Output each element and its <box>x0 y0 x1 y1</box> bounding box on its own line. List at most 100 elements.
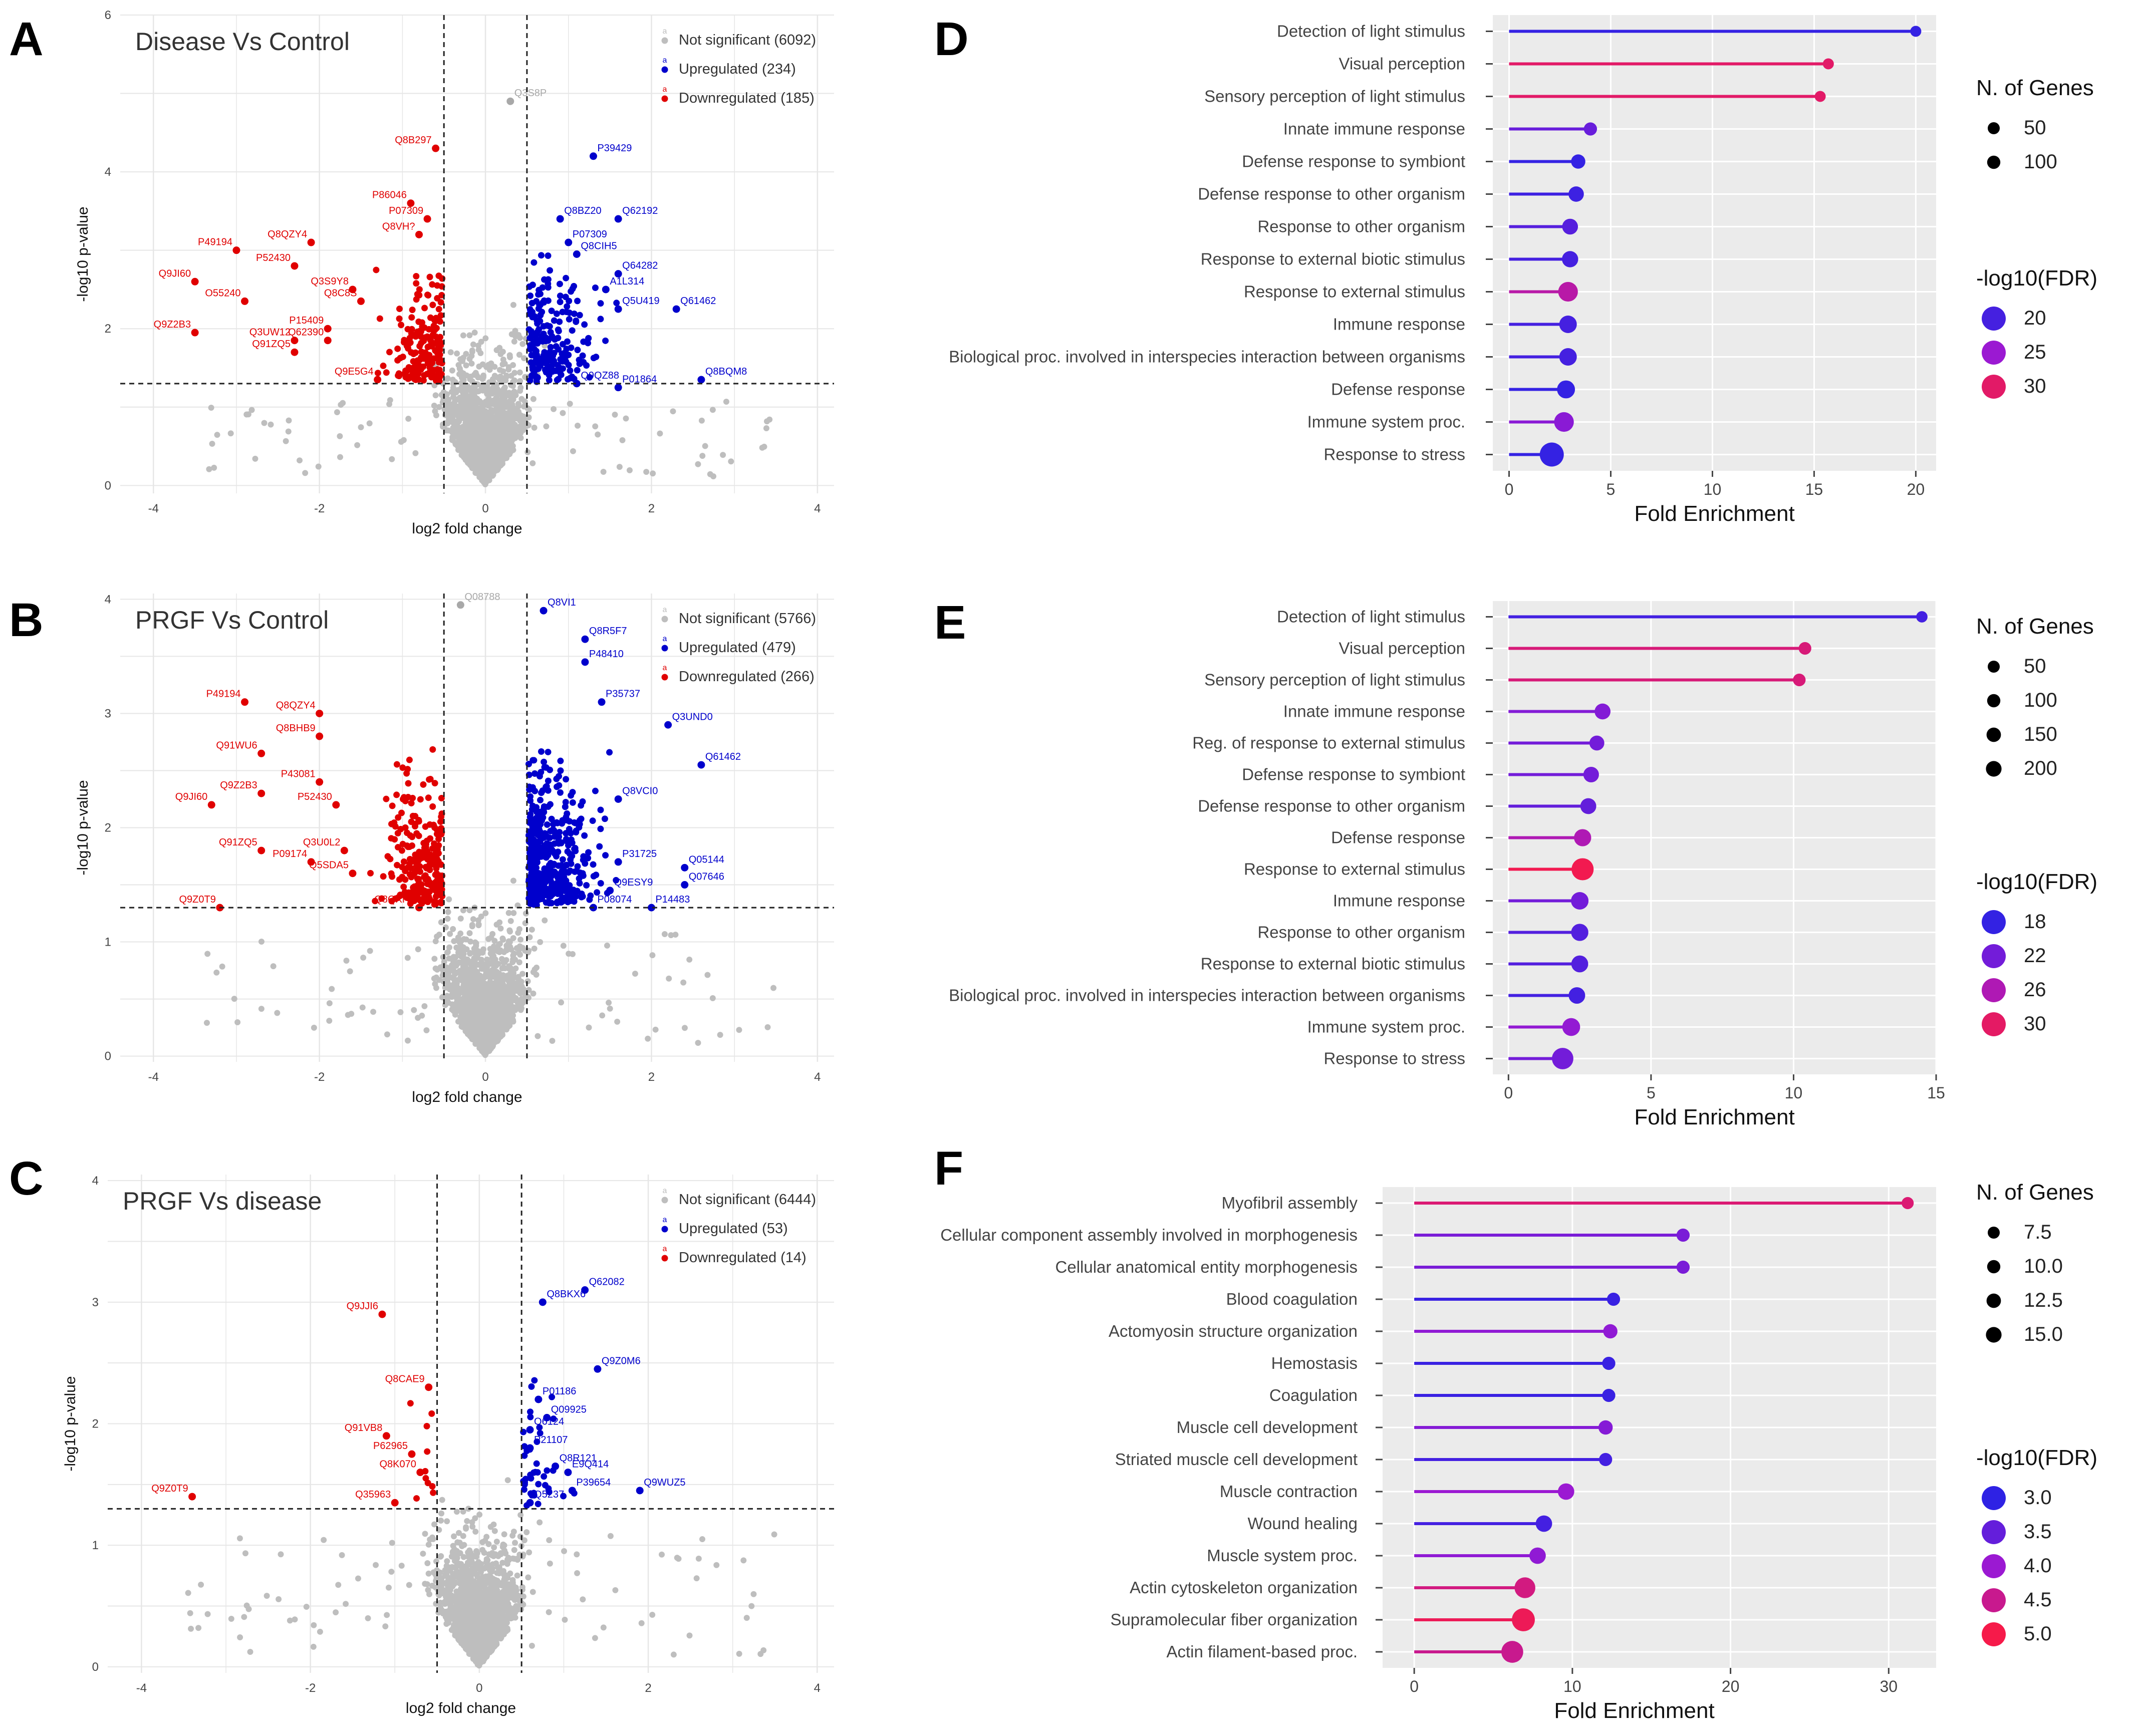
up-point <box>530 259 538 266</box>
up-point <box>547 267 554 274</box>
up-point <box>550 889 557 896</box>
down-point <box>437 334 444 341</box>
up-point <box>554 362 561 369</box>
ns-point <box>470 965 476 971</box>
ns-point <box>486 367 493 373</box>
up-point <box>556 773 563 780</box>
ns-point <box>412 450 419 456</box>
ns-point <box>370 1009 377 1015</box>
ns-point <box>491 364 498 370</box>
labeled-point <box>191 329 199 337</box>
ns-point <box>460 372 466 379</box>
point-label: Q9ESY9 <box>614 877 653 888</box>
down-point <box>424 856 431 863</box>
ns-point <box>477 983 484 990</box>
ns-point <box>543 423 550 430</box>
down-point <box>422 349 429 356</box>
up-point <box>527 793 534 800</box>
down-point <box>403 829 410 836</box>
ns-point <box>485 362 492 368</box>
point-label: Q3UW12 <box>249 327 291 338</box>
legend-key-glyph: a <box>663 27 667 36</box>
ns-point <box>456 430 463 437</box>
ns-point <box>434 966 440 973</box>
ns-point <box>213 969 220 976</box>
down-point <box>420 377 427 384</box>
down-point <box>426 865 433 872</box>
point-label: P43081 <box>281 768 316 779</box>
down-point <box>406 335 413 342</box>
labeled-points: Q8VI1Q8R5F7P48410P35737Q3UND0Q61462Q8VCI… <box>175 592 741 912</box>
ns-point <box>526 406 532 413</box>
ns-point <box>487 946 493 952</box>
ns-point <box>472 370 479 376</box>
down-point <box>402 876 409 883</box>
up-point <box>602 337 609 344</box>
down-point <box>372 898 379 905</box>
down-point <box>432 871 439 878</box>
ns-point <box>491 446 498 452</box>
ns-point <box>478 383 485 390</box>
ns-point <box>467 408 473 415</box>
labeled-point <box>241 698 249 706</box>
ns-point <box>496 417 502 424</box>
down-point <box>432 340 439 347</box>
ns-point <box>575 422 581 429</box>
up-point <box>559 309 566 316</box>
ns-point <box>511 1006 517 1013</box>
ns-point <box>498 412 505 419</box>
up-point <box>597 880 604 887</box>
ns-point <box>243 411 250 418</box>
point-label: Q61462 <box>705 751 741 762</box>
ns-point <box>517 1512 524 1518</box>
y-tick-label: 4 <box>105 165 111 179</box>
legend-key-glyph: a <box>663 56 667 65</box>
up-point <box>529 332 537 339</box>
ns-point <box>763 418 770 425</box>
down-point <box>399 764 406 771</box>
ns-point <box>502 448 508 454</box>
ns-point <box>464 434 471 441</box>
ns-point <box>252 455 258 462</box>
labeled-point <box>456 601 464 609</box>
up-point <box>532 874 539 881</box>
labeled-point <box>307 238 315 246</box>
up-point <box>578 891 585 898</box>
ns-point <box>717 1032 723 1038</box>
ns-point <box>650 470 656 477</box>
down-point <box>428 371 435 378</box>
ns-point <box>454 418 460 425</box>
ns-point <box>270 963 277 970</box>
ns-point <box>480 445 486 452</box>
ns-point <box>478 913 484 920</box>
ns-point <box>497 351 504 357</box>
ns-point <box>450 385 456 391</box>
ns-point <box>510 935 516 941</box>
ns-point <box>387 397 393 403</box>
upregulated-points <box>525 748 620 909</box>
ns-point <box>491 974 497 980</box>
down-point <box>425 893 432 900</box>
ns-point <box>517 435 524 441</box>
ns-point <box>476 1018 483 1025</box>
ns-point <box>468 1006 474 1013</box>
ns-point <box>460 1554 467 1560</box>
ns-point <box>227 430 234 437</box>
labeled-point <box>602 285 610 294</box>
up-point <box>531 860 539 867</box>
ns-point <box>614 1018 621 1025</box>
up-point <box>567 867 574 874</box>
up-point <box>567 375 574 382</box>
labeled-point <box>415 230 423 238</box>
labeled-point <box>664 721 672 729</box>
ns-point <box>477 467 483 473</box>
ns-point <box>507 1000 514 1006</box>
ns-point <box>450 983 456 990</box>
point-label: Q91WU6 <box>216 740 257 751</box>
ns-point <box>450 954 457 960</box>
ns-point <box>526 934 533 941</box>
ns-point <box>206 466 212 472</box>
up-point <box>538 748 545 755</box>
up-point <box>569 327 576 334</box>
